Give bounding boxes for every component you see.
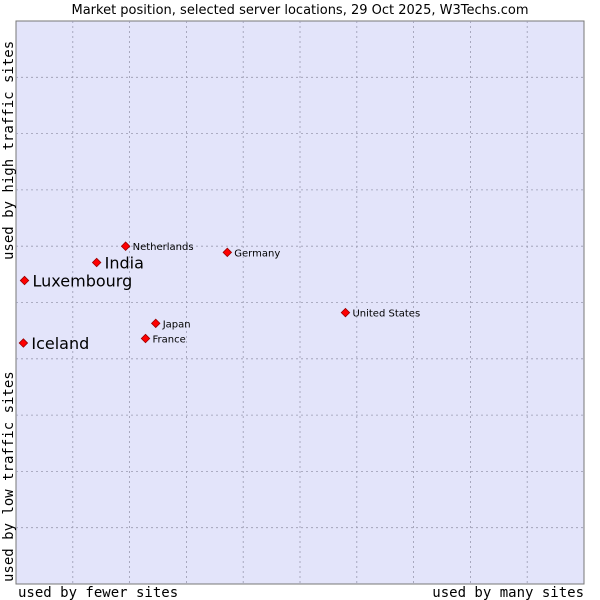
point-marker-netherlands (120, 241, 131, 251)
point-label-iceland: Iceland (31, 334, 89, 353)
point-marker-france (140, 333, 151, 344)
y-axis-label-low: used by low traffic sites (1, 371, 17, 582)
point-marker-india (91, 257, 102, 268)
point-label-germany: Germany (234, 248, 280, 259)
point-label-india: India (105, 254, 144, 273)
point-marker-germany (222, 247, 233, 258)
x-axis-label-low: used by fewer sites (18, 585, 178, 600)
point-label-japan: Japan (162, 319, 191, 330)
point-label-luxembourg: Luxembourg (33, 272, 133, 291)
point-label-united-states: United States (352, 309, 420, 320)
point-marker-japan (150, 318, 161, 329)
x-axis-label-high: used by many sites (432, 585, 584, 600)
point-label-france: France (153, 335, 186, 346)
point-marker-luxembourg (19, 275, 30, 286)
grid-lines (16, 21, 584, 584)
point-marker-iceland (18, 338, 29, 348)
point-marker-united-states (340, 307, 351, 318)
y-axis-label-high: used by high traffic sites (1, 41, 17, 260)
point-label-netherlands: Netherlands (133, 242, 194, 253)
chart-title: Market position, selected server locatio… (71, 3, 528, 18)
